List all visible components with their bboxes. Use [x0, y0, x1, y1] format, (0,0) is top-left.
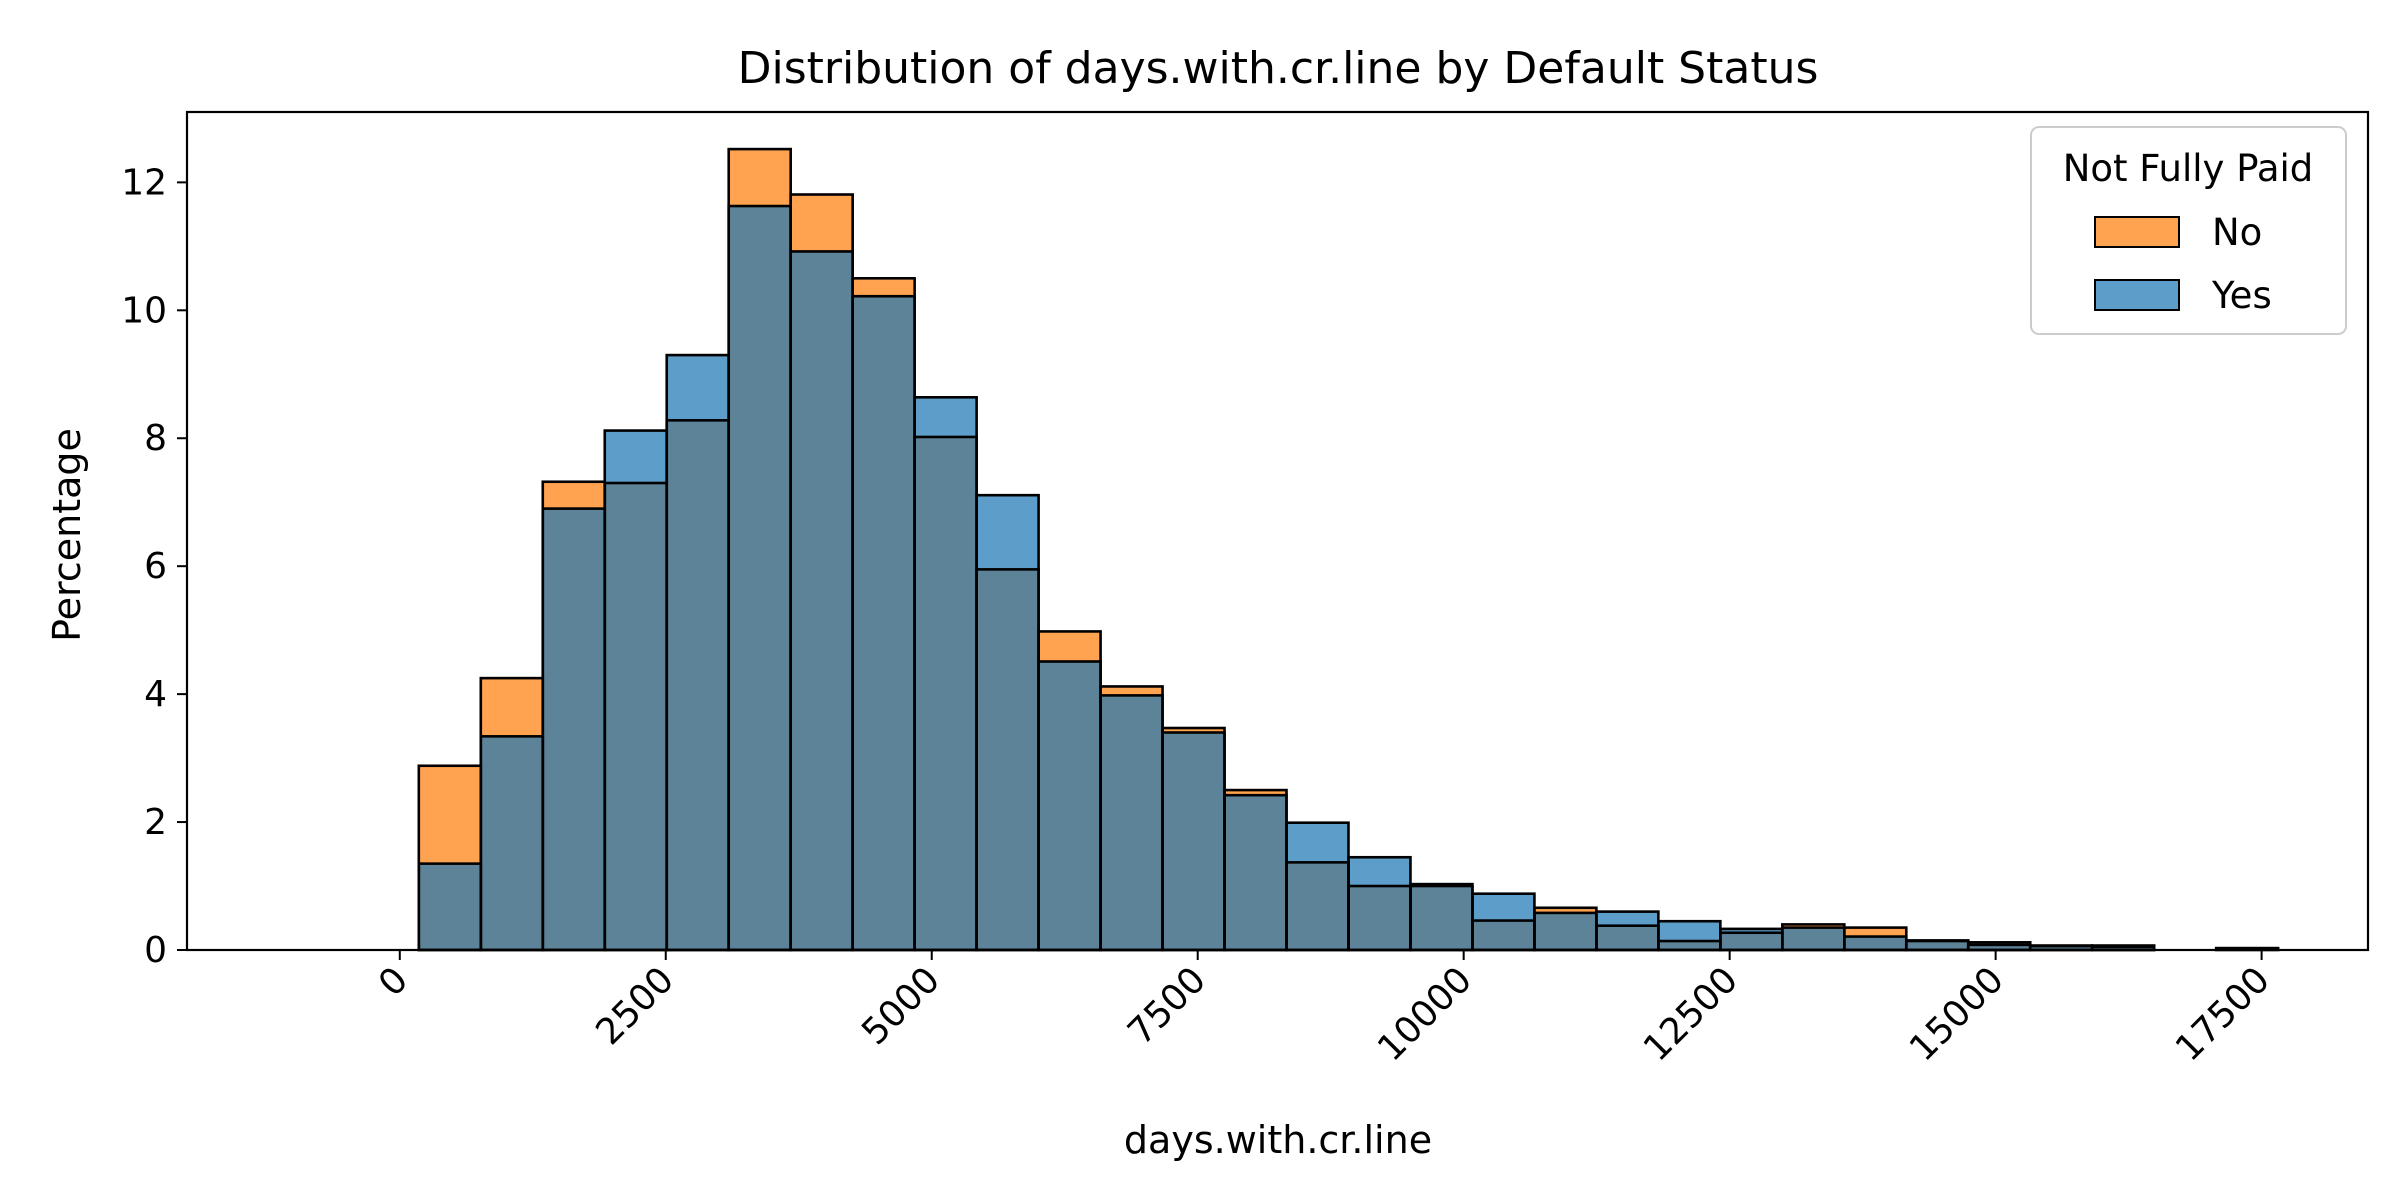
- legend-swatch-no: [2094, 216, 2180, 248]
- bar-yes-21: [1720, 928, 1783, 950]
- x-tick-label-5000: 5000: [854, 959, 948, 1053]
- bar-yes-6: [790, 251, 853, 950]
- y-axis-label: Percentage: [45, 428, 89, 642]
- x-tick-label-7500: 7500: [1120, 959, 1214, 1053]
- y-tick-label-8: 8: [144, 418, 167, 459]
- bar-yes-2: [542, 508, 605, 950]
- x-tick-label-2500: 2500: [588, 959, 682, 1053]
- x-tick-label-17500: 17500: [2168, 959, 2278, 1069]
- x-tick-label-0: 0: [371, 959, 416, 1004]
- bar-yes-3: [604, 430, 667, 950]
- bar-yes-0: [418, 863, 481, 950]
- bar-yes-7: [852, 296, 915, 950]
- bar-yes-4: [666, 355, 729, 950]
- bar-yes-26: [2030, 945, 2093, 950]
- bar-yes-15: [1348, 857, 1411, 950]
- bar-yes-14: [1286, 822, 1349, 950]
- bar-yes-18: [1534, 912, 1597, 950]
- bar-yes-9: [976, 495, 1039, 950]
- bar-yes-8: [914, 397, 977, 950]
- bar-yes-12: [1162, 732, 1225, 950]
- legend-label-yes: Yes: [2211, 274, 2272, 317]
- x-tick-label-12500: 12500: [1636, 959, 1746, 1069]
- y-tick-label-2: 2: [144, 802, 167, 843]
- plot-frame: [185, 110, 2370, 952]
- legend-label-no: No: [2212, 211, 2262, 254]
- bar-yes-1: [480, 736, 543, 950]
- y-tick-label-12: 12: [121, 162, 167, 203]
- y-tick-label-10: 10: [121, 290, 167, 331]
- bar-yes-5: [728, 206, 791, 951]
- bar-yes-22: [1782, 927, 1845, 950]
- bar-yes-24: [1906, 940, 1969, 950]
- x-tick-label-10000: 10000: [1370, 959, 1480, 1069]
- bar-yes-23: [1844, 936, 1907, 950]
- bar-yes-20: [1658, 921, 1721, 950]
- legend-title: Not Fully Paid: [2063, 147, 2314, 190]
- legend-swatch-yes: [2094, 279, 2180, 311]
- bar-yes-16: [1410, 886, 1473, 950]
- bar-yes-19: [1596, 911, 1659, 950]
- legend: Not Fully Paid No Yes: [2030, 126, 2347, 335]
- bar-yes-13: [1224, 795, 1287, 950]
- x-tick-label-15000: 15000: [1902, 959, 2012, 1069]
- y-tick-label-4: 4: [144, 674, 167, 715]
- bar-yes-10: [1038, 661, 1101, 950]
- x-axis-label: days.with.cr.line: [1124, 1118, 1432, 1162]
- chart-title: Distribution of days.with.cr.line by Def…: [738, 43, 1819, 94]
- y-tick-label-0: 0: [144, 930, 167, 971]
- y-tick-label-6: 6: [144, 546, 167, 587]
- bar-yes-11: [1100, 695, 1163, 950]
- series-yes-bars: [418, 206, 2155, 951]
